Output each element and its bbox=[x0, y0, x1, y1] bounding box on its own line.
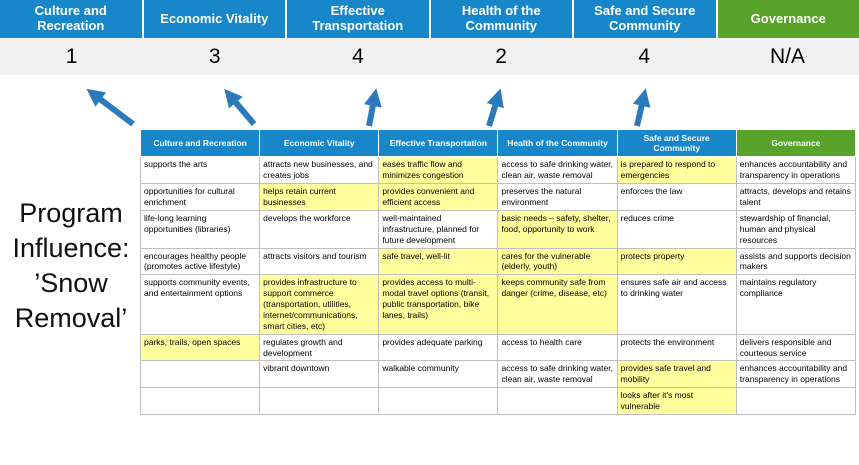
matrix-row-4: encourages healthy people (promotes acti… bbox=[139, 247, 857, 276]
matrix-cell: parks, trails, open spaces bbox=[139, 333, 261, 362]
up-arrow-icon bbox=[364, 88, 382, 127]
matrix-cell: maintains regulatory compliance bbox=[735, 274, 857, 335]
matrix-cell: delivers responsible and courteous servi… bbox=[735, 333, 857, 362]
matrix-cell: supports community events, and entertain… bbox=[139, 274, 261, 335]
matrix-row-7: vibrant downtown walkable community access… bbox=[139, 360, 857, 389]
matrix-cell: walkable community bbox=[378, 360, 499, 389]
program-title-line: ’Snow bbox=[34, 268, 108, 298]
matrix-cell bbox=[139, 387, 261, 415]
pillar-score-health-of-the-community: 2 bbox=[495, 44, 507, 68]
pillar-header-health-of-the-community: Health of the Community bbox=[430, 0, 574, 38]
matrix-cell: assists and supports decision makers bbox=[735, 247, 857, 276]
matrix-header-culture-and-recreation: Culture and Recreation bbox=[139, 128, 261, 158]
matrix-cell: supports the arts bbox=[139, 156, 261, 185]
up-arrow-icon bbox=[632, 88, 651, 127]
matrix-cell: well-maintained infrastructure, planned … bbox=[378, 209, 499, 249]
matrix-row-2: opportunities for cultural enrichment hel… bbox=[139, 183, 857, 211]
matrix-cell bbox=[497, 387, 618, 415]
matrix-cell bbox=[139, 360, 261, 389]
matrix-header-economic-vitality: Economic Vitality bbox=[259, 128, 380, 158]
pillar-header-row: Culture and Recreation Economic Vitality E… bbox=[0, 0, 859, 38]
matrix-cell: is prepared to respond to emergencies bbox=[616, 156, 737, 185]
matrix-cell bbox=[378, 387, 499, 415]
matrix-header-health-of-the-community: Health of the Community bbox=[497, 128, 618, 158]
matrix-cell: protects property bbox=[616, 247, 737, 276]
matrix-row-3: life-long learning opportunities (librar… bbox=[139, 209, 857, 249]
pillar-header-governance: Governance bbox=[717, 0, 859, 38]
matrix-header-row: Culture and Recreation Economic Vitality E… bbox=[139, 128, 857, 158]
pillar-header-effective-transportation: Effective Transportation bbox=[287, 0, 431, 38]
matrix-cell: attracts new businesses, and creates job… bbox=[259, 156, 380, 185]
matrix-cell: vibrant downtown bbox=[259, 360, 380, 389]
up-arrow-icon bbox=[224, 88, 257, 126]
matrix-cell: attracts, develops and retains talent bbox=[735, 183, 857, 211]
matrix-row-8: looks after it's most vulnerable bbox=[139, 387, 857, 415]
matrix-cell: stewardship of financial, human and phys… bbox=[735, 209, 857, 249]
matrix-cell: access to health care bbox=[497, 333, 618, 362]
matrix-cell: access to safe drinking water, clean air… bbox=[497, 156, 618, 185]
program-title-line: Influence: bbox=[12, 233, 130, 263]
matrix-cell: life-long learning opportunities (librar… bbox=[139, 209, 261, 249]
matrix-cell: encourages healthy people (promotes acti… bbox=[139, 247, 261, 276]
matrix-cell: basic needs – safety, shelter, food, opp… bbox=[497, 209, 618, 249]
pillar-score-governance: N/A bbox=[769, 44, 805, 68]
matrix-cell: cares for the vulnerable (elderly, youth… bbox=[497, 247, 618, 276]
matrix-header-effective-transportation: Effective Transportation bbox=[378, 128, 499, 158]
matrix-cell bbox=[259, 387, 380, 415]
pillar-header-culture-and-recreation: Culture and Recreation bbox=[0, 0, 144, 38]
matrix-row-1: supports the arts attracts new businesses… bbox=[139, 156, 857, 185]
matrix-cell: develops the workforce bbox=[259, 209, 380, 249]
matrix-cell: provides adequate parking bbox=[378, 333, 499, 362]
pillar-score-effective-transportation: 4 bbox=[352, 44, 364, 68]
matrix-cell: safe travel, well-lit bbox=[378, 247, 499, 276]
pillar-header-safe-and-secure-community: Safe and Secure Community bbox=[574, 0, 718, 38]
matrix-cell: provides infrastructure to support comme… bbox=[259, 274, 380, 335]
matrix-cell: reduces crime bbox=[616, 209, 737, 249]
pillar-score-culture-and-recreation: 1 bbox=[65, 44, 78, 68]
pillar-header-economic-vitality: Economic Vitality bbox=[143, 0, 287, 38]
matrix-cell: helps retain current businesses bbox=[259, 183, 380, 211]
matrix-header-safe-and-secure-community: Safe and Secure Community bbox=[616, 128, 737, 158]
matrix-cell: protects the environment bbox=[616, 333, 737, 362]
program-title-line: Removal’ bbox=[14, 303, 128, 333]
matrix-row-5: supports community events, and entertain… bbox=[139, 274, 857, 335]
pillar-score-economic-vitality: 3 bbox=[208, 44, 221, 68]
matrix-cell: enforces the law bbox=[616, 183, 737, 211]
matrix-cell: access to safe drinking water, clean air… bbox=[497, 360, 618, 389]
matrix-cell: provides safe travel and mobility bbox=[616, 360, 737, 389]
matrix-cell: regulates growth and development bbox=[259, 333, 380, 362]
program-title-line: Program bbox=[19, 198, 123, 228]
up-arrow-icon bbox=[86, 88, 135, 127]
matrix-row-6: parks, trails, open spaces regulates grow… bbox=[139, 333, 857, 362]
matrix-cell: provides convenient and efficient access bbox=[378, 183, 499, 211]
pillar-score-safe-and-secure-community: 4 bbox=[638, 44, 651, 68]
matrix-cell: attracts visitors and tourism bbox=[259, 247, 380, 276]
matrix-cell: ensures safe air and access to drinking … bbox=[616, 274, 737, 335]
matrix-cell: keeps community safe from danger (crime,… bbox=[497, 274, 618, 335]
matrix-cell bbox=[735, 387, 857, 415]
score-arrows bbox=[86, 88, 651, 127]
matrix-cell: looks after it's most vulnerable bbox=[616, 387, 737, 415]
up-arrow-icon bbox=[486, 88, 504, 127]
matrix-cell: enhances accountability and transparency… bbox=[735, 156, 857, 185]
matrix-cell: preserves the natural environment bbox=[497, 183, 618, 211]
influence-matrix: Culture and Recreation Economic Vitality E… bbox=[139, 128, 857, 415]
matrix-cell: eases traffic flow and minimizes congest… bbox=[378, 156, 499, 185]
matrix-header-governance: Governance bbox=[735, 128, 857, 158]
matrix-cell: provides access to multi-modal travel op… bbox=[378, 274, 499, 335]
program-title: Program Influence: ’Snow Removal’ bbox=[0, 196, 142, 336]
pillar-score-row: 1 3 4 2 4 N/A bbox=[0, 38, 859, 75]
matrix-cell: opportunities for cultural enrichment bbox=[139, 183, 261, 211]
matrix-cell: enhances accountability and transparency… bbox=[735, 360, 857, 389]
